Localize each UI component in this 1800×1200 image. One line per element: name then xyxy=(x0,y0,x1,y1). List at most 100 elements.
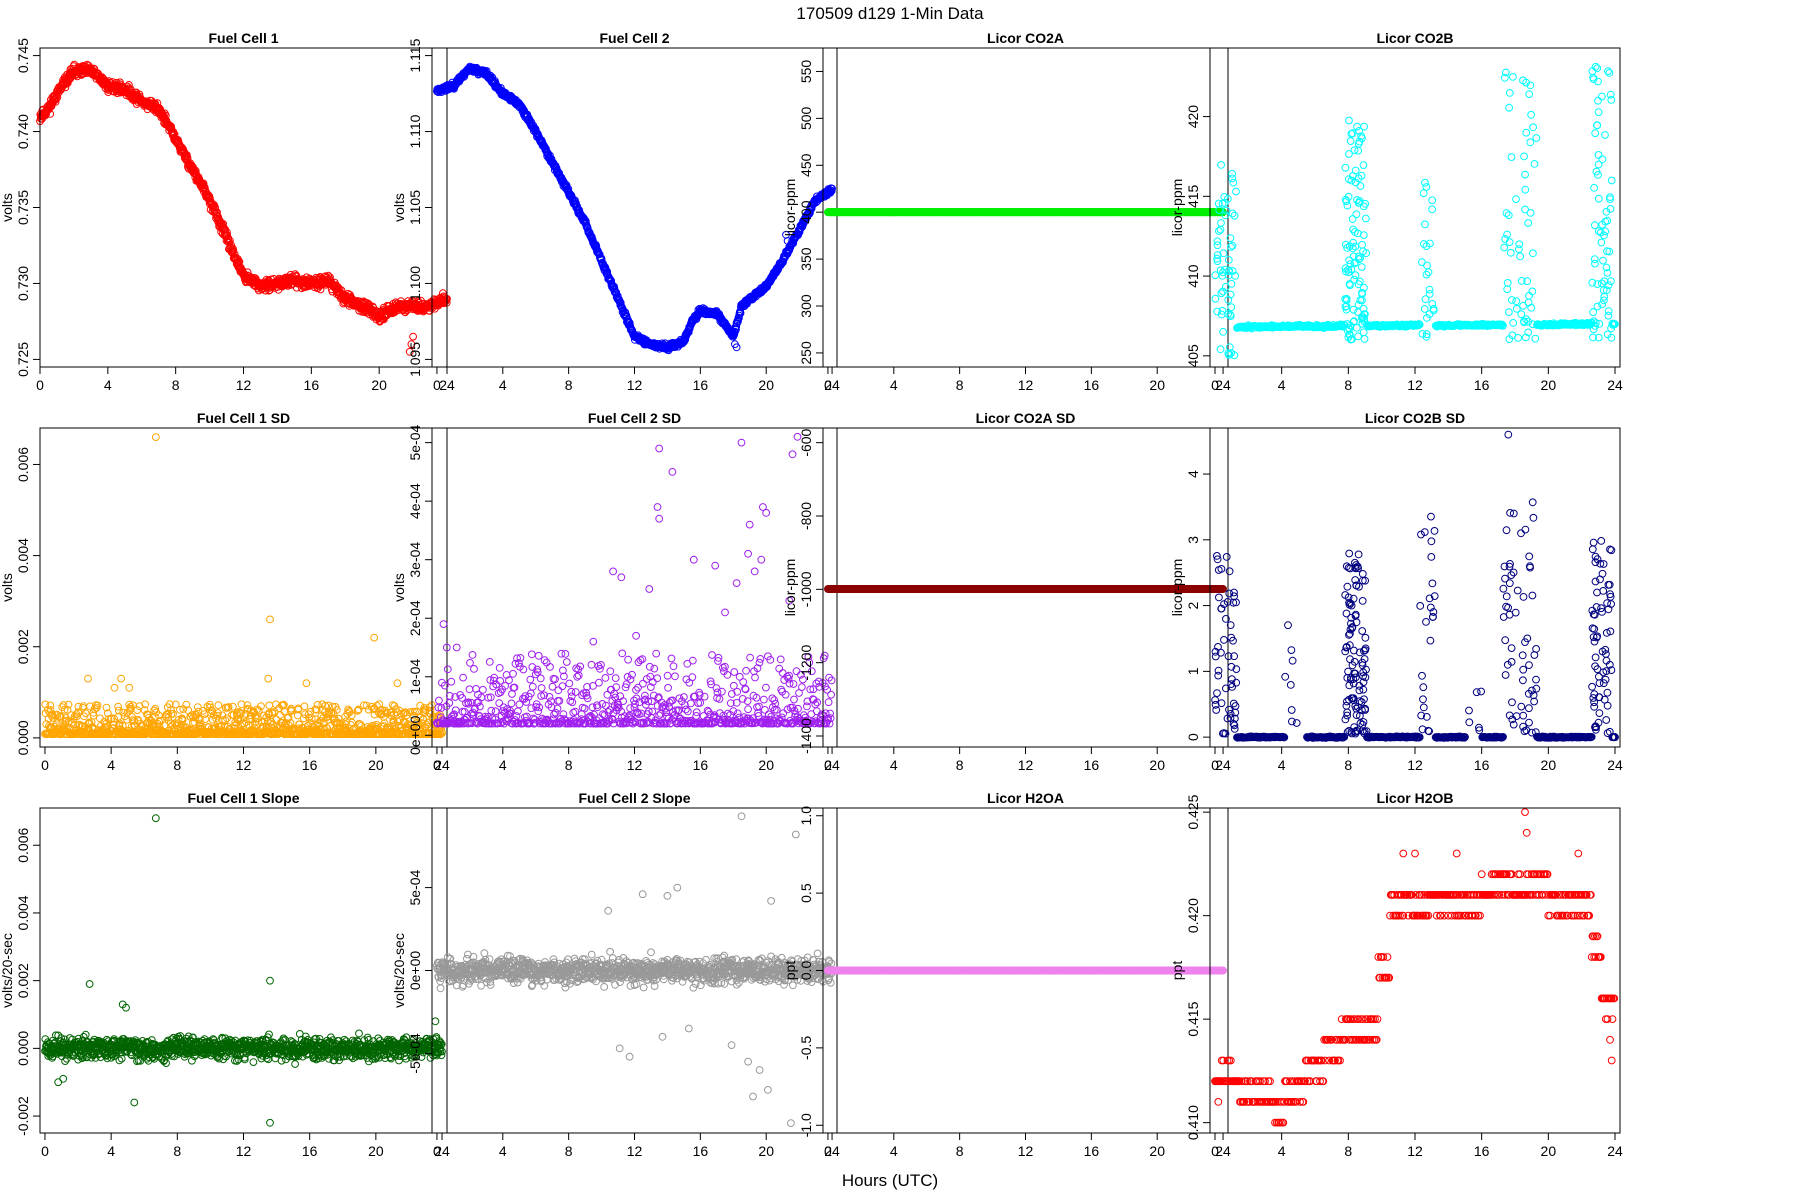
y-tick-label: 250 xyxy=(798,341,814,365)
data-point xyxy=(405,347,414,356)
y-axis-label: volts xyxy=(0,193,15,222)
y-tick-label: 500 xyxy=(798,106,814,130)
data-point xyxy=(1217,161,1225,169)
data-point xyxy=(52,95,60,104)
data-point xyxy=(1532,134,1541,142)
data-point xyxy=(1421,178,1429,187)
y-tick-label: 0.735 xyxy=(15,190,31,225)
data-point xyxy=(1345,150,1353,158)
data-point xyxy=(326,273,334,282)
y-axis-label: volts xyxy=(391,193,407,222)
x-tick-label: 16 xyxy=(304,377,320,393)
data-point xyxy=(1359,161,1368,170)
panel-fc1sd: Fuel Cell 1 SD0 4 8 12 16 20 240.0000.0020.004… xyxy=(0,410,450,773)
data-point xyxy=(401,308,410,317)
figure-title: 170509 d129 1-Min Data xyxy=(796,4,984,23)
data-point xyxy=(1228,241,1237,250)
data-point xyxy=(368,302,377,311)
y-tick-label: 420 xyxy=(1185,105,1201,129)
panel-title: Licor CO2A xyxy=(987,30,1064,46)
data-point xyxy=(1211,271,1220,280)
data-point xyxy=(1514,334,1522,342)
x-tick-label: 8 xyxy=(172,377,180,393)
data-point xyxy=(46,110,55,118)
x-axis: 0 4 8 12 16 20 24 xyxy=(824,367,1231,393)
data-point xyxy=(1519,301,1527,310)
panel-title: Fuel Cell 1 xyxy=(208,30,278,46)
data-point xyxy=(1232,187,1240,196)
data-point xyxy=(409,332,418,341)
data-point xyxy=(183,151,191,160)
data-point xyxy=(1345,116,1353,125)
data-point xyxy=(1509,73,1517,81)
x-tick-label: 0 xyxy=(433,377,441,393)
data-point xyxy=(1428,205,1436,214)
data-point xyxy=(1607,176,1616,185)
data-point xyxy=(1357,263,1366,271)
data-point xyxy=(1593,121,1602,130)
data-point xyxy=(1360,122,1368,131)
x-tick-label: 12 xyxy=(1407,377,1423,393)
y-tick-label: 1.110 xyxy=(407,114,423,148)
data-point xyxy=(213,208,221,217)
x-tick-label: 4 xyxy=(499,377,507,393)
data-points xyxy=(824,208,1227,217)
data-point xyxy=(1219,327,1227,336)
data-point xyxy=(1591,259,1599,268)
data-point xyxy=(1526,209,1535,217)
data-point xyxy=(1594,194,1603,203)
data-point xyxy=(1421,295,1430,304)
y-tick-label: 0.745 xyxy=(15,38,31,73)
data-point xyxy=(1428,196,1437,205)
data-point xyxy=(1507,153,1516,162)
data-point xyxy=(47,102,56,111)
data-point xyxy=(224,234,233,243)
panel-fc2: Fuel Cell 20 4 8 12 16 20 241.0951.1001.1051.1… xyxy=(391,30,840,393)
x-axis: 0 4 8 12 16 20 24 xyxy=(36,367,455,393)
data-point xyxy=(1217,289,1226,298)
data-point xyxy=(1421,220,1429,229)
x-tick-label: 16 xyxy=(693,377,709,393)
y-tick-label: 1.115 xyxy=(407,38,423,72)
y-axis-label: licor-ppm xyxy=(1169,179,1185,237)
x-tick-label: 24 xyxy=(1607,377,1623,393)
x-tick-label: 0 xyxy=(1211,377,1219,393)
data-points xyxy=(41,433,446,739)
data-point xyxy=(1604,307,1613,316)
plot-frame xyxy=(431,47,838,368)
data-point xyxy=(1594,151,1603,159)
data-point xyxy=(1591,129,1600,138)
data-point xyxy=(1589,308,1598,317)
data-point xyxy=(1515,245,1523,254)
data-point xyxy=(1509,319,1518,327)
y-tick-label: 0.740 xyxy=(15,114,31,149)
data-point xyxy=(583,224,592,233)
data-point xyxy=(1228,174,1237,183)
x-tick-label: 4 xyxy=(890,377,898,393)
data-point xyxy=(1529,123,1537,132)
data-point xyxy=(1526,138,1535,147)
data-points xyxy=(36,60,451,356)
data-point xyxy=(1601,131,1609,139)
x-tick-label: 16 xyxy=(1084,377,1100,393)
data-point xyxy=(1607,96,1616,104)
data-point xyxy=(1356,182,1365,190)
data-point xyxy=(1505,89,1514,97)
x-axis: 0 4 8 12 16 20 24 xyxy=(1211,367,1623,393)
x-tick-label: 12 xyxy=(236,377,252,393)
data-point xyxy=(1512,297,1521,306)
data-point xyxy=(1346,137,1355,146)
data-point xyxy=(1530,160,1539,168)
data-point xyxy=(1358,240,1366,249)
data-point xyxy=(1520,152,1528,161)
panels: Fuel Cell 10 4 8 12 16 20 240.7250.7300.7350.7… xyxy=(0,30,1623,1159)
plot-frame xyxy=(1209,47,1621,368)
data-point xyxy=(1353,122,1361,131)
data-point xyxy=(1512,195,1520,204)
